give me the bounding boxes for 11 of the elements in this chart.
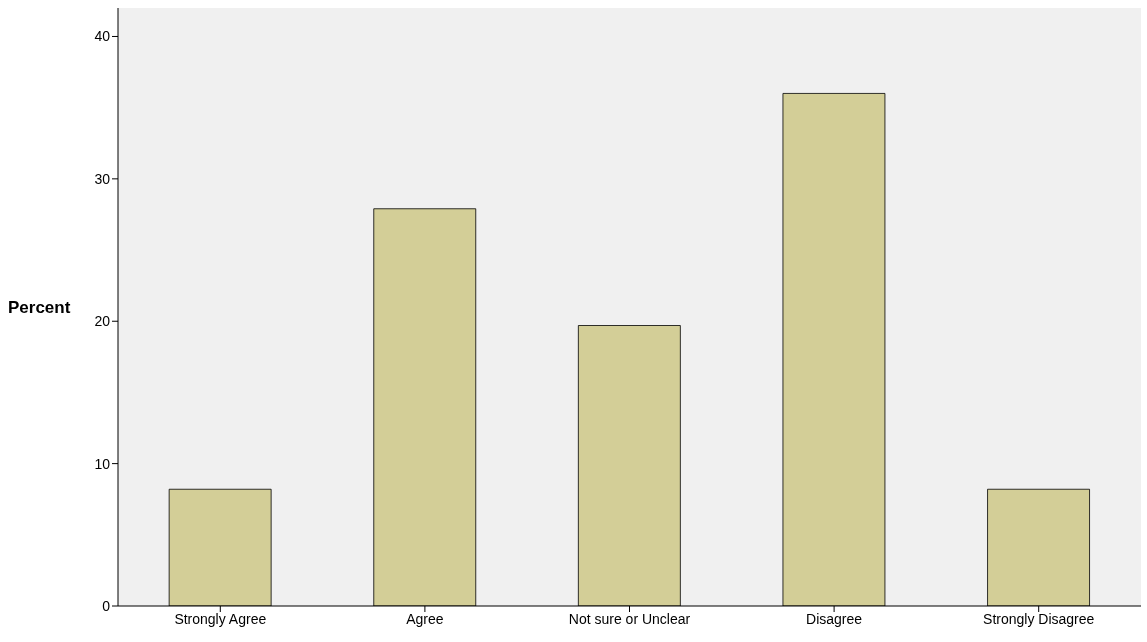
y-tick-label: 0 bbox=[102, 597, 111, 614]
y-tick-label: 20 bbox=[94, 313, 111, 330]
x-tick-label: Agree bbox=[406, 610, 444, 627]
x-tick-label: Disagree bbox=[806, 610, 863, 627]
x-tick-label: Strongly Disagree bbox=[983, 610, 1095, 627]
y-tick-label: 10 bbox=[94, 455, 111, 472]
x-tick-label: Strongly Agree bbox=[174, 610, 267, 627]
x-tick-label: Not sure or Unclear bbox=[568, 610, 691, 627]
y-axis-title: Percent bbox=[8, 298, 71, 318]
y-tick-label: 30 bbox=[94, 170, 111, 187]
y-tick-label: 40 bbox=[94, 28, 111, 45]
